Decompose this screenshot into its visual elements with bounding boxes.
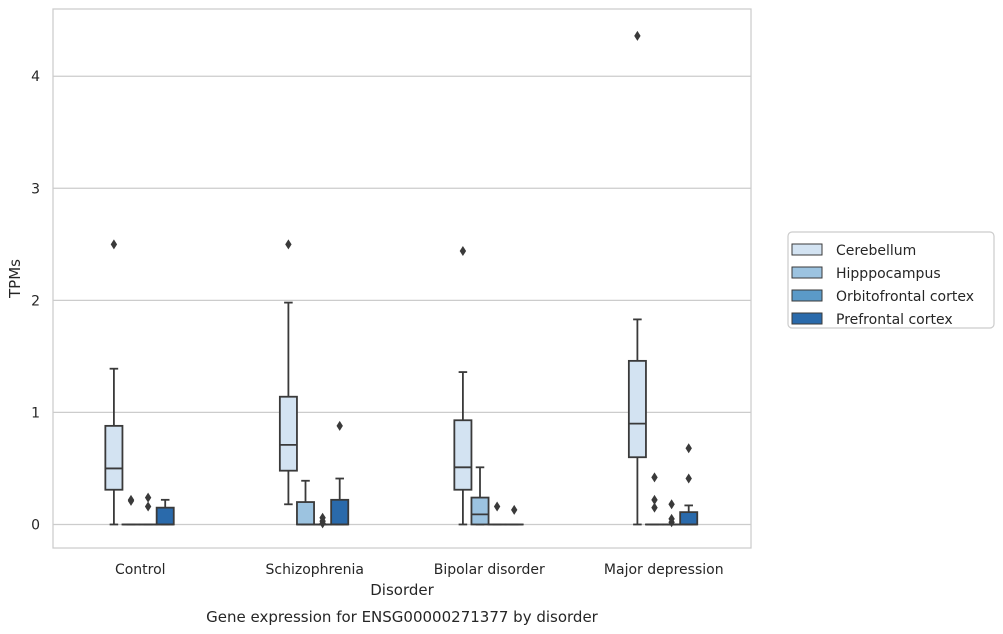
figure-caption: Gene expression for ENSG00000271377 by d… bbox=[206, 608, 599, 626]
box-cerebellum bbox=[104, 239, 124, 526]
box-iqr bbox=[104, 424, 124, 491]
legend-label: Orbitofrontal cortex bbox=[836, 289, 974, 305]
legend: Cerebellum Hipppocampus Orbitofrontal cort… bbox=[787, 231, 995, 329]
box-hipppocampus bbox=[645, 472, 664, 526]
box-plots bbox=[104, 30, 699, 529]
legend-label: Cerebellum bbox=[836, 243, 916, 259]
legend-entry: Prefrontal cortex bbox=[791, 312, 953, 328]
legend-label: Hipppocampus bbox=[836, 266, 941, 282]
legend-entry: Cerebellum bbox=[791, 243, 916, 259]
box-prefrontal-cortex bbox=[504, 504, 524, 526]
box-iqr bbox=[627, 359, 647, 459]
outlier-point bbox=[110, 239, 118, 250]
outlier-point bbox=[144, 501, 152, 512]
x-tick-labels: Control Schizophrenia Bipolar disorder Majo… bbox=[115, 562, 724, 578]
legend-label: Prefrontal cortex bbox=[836, 312, 953, 328]
outlier-point bbox=[336, 420, 343, 431]
y-tick-labels: 0 1 2 3 4 bbox=[31, 69, 40, 533]
outlier-point bbox=[493, 501, 501, 512]
outlier-point bbox=[651, 494, 658, 505]
outlier-point bbox=[634, 30, 641, 41]
outlier-point bbox=[127, 495, 135, 506]
y-tick-label: 4 bbox=[31, 69, 40, 85]
box-iqr bbox=[679, 511, 699, 526]
x-tick-label: Major depression bbox=[604, 562, 724, 578]
box-hipppocampus bbox=[470, 466, 490, 526]
outlier-point bbox=[144, 492, 152, 503]
legend-swatch bbox=[791, 266, 823, 279]
x-tick-label: Schizophrenia bbox=[266, 562, 364, 578]
y-tick-label: 0 bbox=[31, 517, 40, 533]
box-iqr bbox=[296, 501, 315, 526]
legend-entry: Hipppocampus bbox=[791, 266, 941, 282]
box-cerebellum bbox=[278, 239, 298, 506]
legend-frame bbox=[787, 231, 995, 329]
box-iqr bbox=[470, 496, 490, 526]
box-iqr bbox=[278, 395, 298, 472]
y-axis-label: TPMs bbox=[6, 259, 24, 299]
legend-swatch bbox=[791, 312, 823, 325]
box-cerebellum bbox=[453, 246, 473, 526]
box-orbitofrontal-cortex bbox=[662, 499, 682, 528]
outlier-point bbox=[651, 502, 658, 513]
plot-frame bbox=[52, 8, 752, 549]
legend-entry: Orbitofrontal cortex bbox=[791, 289, 974, 305]
outlier-point bbox=[511, 504, 518, 515]
box-orbitofrontal-cortex bbox=[313, 512, 333, 529]
outlier-point bbox=[685, 473, 692, 484]
box-prefrontal-cortex bbox=[330, 420, 350, 526]
box-iqr bbox=[330, 498, 350, 526]
outlier-point bbox=[685, 443, 692, 454]
x-tick-label: Bipolar disorder bbox=[434, 562, 545, 578]
legend-swatch bbox=[791, 289, 823, 302]
y-tick-label: 2 bbox=[31, 293, 40, 309]
outlier-point bbox=[651, 472, 658, 483]
box-iqr bbox=[453, 419, 473, 491]
box-orbitofrontal-cortex bbox=[138, 492, 158, 526]
box-cerebellum bbox=[627, 30, 647, 526]
outlier-point bbox=[319, 518, 326, 529]
outlier-point bbox=[668, 499, 675, 510]
x-axis-label: Disorder bbox=[370, 581, 434, 599]
y-tick-label: 3 bbox=[31, 181, 40, 197]
box-orbitofrontal-cortex bbox=[487, 501, 507, 526]
box-hipppocampus bbox=[296, 479, 315, 526]
y-tick-label: 1 bbox=[31, 405, 40, 421]
box-prefrontal-cortex bbox=[155, 498, 175, 526]
box-prefrontal-cortex bbox=[679, 443, 699, 526]
outlier-point bbox=[668, 517, 675, 528]
x-tick-label: Control bbox=[115, 562, 166, 578]
outlier-point bbox=[285, 239, 292, 250]
box-hipppocampus bbox=[121, 494, 141, 526]
legend-swatch bbox=[791, 243, 823, 256]
box-iqr bbox=[155, 506, 175, 526]
outlier-point bbox=[459, 246, 467, 257]
